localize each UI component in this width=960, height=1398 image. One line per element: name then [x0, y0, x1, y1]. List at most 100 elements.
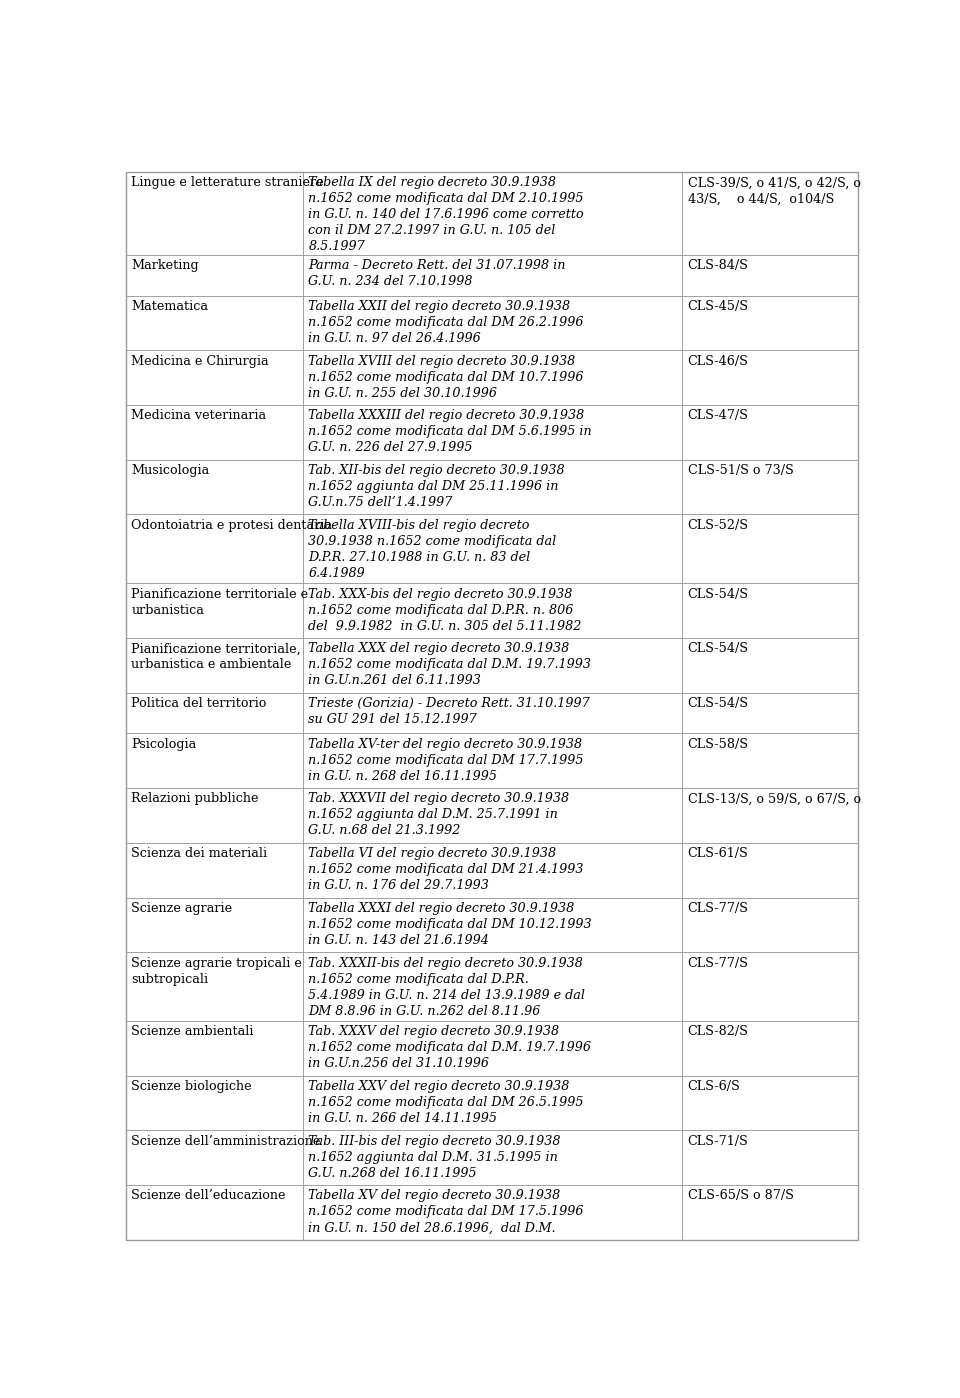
Bar	[126, 898, 303, 952]
Bar	[303, 788, 683, 843]
Text: Scienze biologiche: Scienze biologiche	[132, 1081, 252, 1093]
Text: Scienza dei materiali: Scienza dei materiali	[132, 847, 267, 860]
Text: CLS-54/S: CLS-54/S	[687, 698, 749, 710]
Bar	[683, 788, 858, 843]
Text: CLS-65/S o 87/S: CLS-65/S o 87/S	[687, 1190, 793, 1202]
Bar	[303, 583, 683, 637]
Bar	[303, 514, 683, 583]
Text: Tabella XXV del regio decreto 30.9.1938
n.1652 come modificata dal DM 26.5.1995
: Tabella XXV del regio decreto 30.9.1938 …	[308, 1081, 584, 1125]
Text: Psicologia: Psicologia	[132, 738, 197, 751]
Bar	[126, 295, 303, 351]
Bar	[683, 1021, 858, 1075]
Text: Tabella XXXIII del regio decreto 30.9.1938
n.1652 come modificata dal DM 5.6.199: Tabella XXXIII del regio decreto 30.9.19…	[308, 410, 592, 454]
Text: Tab. III-bis del regio decreto 30.9.1938
n.1652 aggiunta dal D.M. 31.5.1995 in
G: Tab. III-bis del regio decreto 30.9.1938…	[308, 1135, 561, 1180]
Text: Tabella XVIII-bis del regio decreto
30.9.1938 n.1652 come modificata dal
D.P.R. : Tabella XVIII-bis del regio decreto 30.9…	[308, 519, 557, 580]
Bar	[683, 898, 858, 952]
Text: CLS-47/S: CLS-47/S	[687, 410, 749, 422]
Text: Tab. XXXII-bis del regio decreto 30.9.1938
n.1652 come modificata dal D.P.R.
5.4: Tab. XXXII-bis del regio decreto 30.9.19…	[308, 956, 586, 1018]
Bar	[303, 637, 683, 692]
Text: CLS-58/S: CLS-58/S	[687, 738, 749, 751]
Text: Tabella XXII del regio decreto 30.9.1938
n.1652 come modificata dal DM 26.2.1996: Tabella XXII del regio decreto 30.9.1938…	[308, 301, 584, 345]
Text: CLS-54/S: CLS-54/S	[687, 642, 749, 656]
Text: CLS-52/S: CLS-52/S	[687, 519, 749, 531]
Bar	[683, 692, 858, 734]
Bar	[126, 1075, 303, 1131]
Text: Musicologia: Musicologia	[132, 464, 209, 477]
Text: CLS-46/S: CLS-46/S	[687, 355, 749, 368]
Text: Odontoiatria e protesi dentaria: Odontoiatria e protesi dentaria	[132, 519, 332, 531]
Text: Medicina e Chirurgia: Medicina e Chirurgia	[132, 355, 269, 368]
Bar	[303, 898, 683, 952]
Bar	[303, 1186, 683, 1240]
Text: Matematica: Matematica	[132, 301, 208, 313]
Text: CLS-61/S: CLS-61/S	[687, 847, 748, 860]
Bar	[126, 952, 303, 1021]
Bar	[683, 583, 858, 637]
Bar	[683, 254, 858, 295]
Text: CLS-45/S: CLS-45/S	[687, 301, 749, 313]
Text: Tab. XII-bis del regio decreto 30.9.1938
n.1652 aggiunta dal DM 25.11.1996 in
G.: Tab. XII-bis del regio decreto 30.9.1938…	[308, 464, 564, 509]
Bar	[303, 1021, 683, 1075]
Bar	[303, 692, 683, 734]
Text: CLS-77/S: CLS-77/S	[687, 902, 749, 914]
Text: Tabella XVIII del regio decreto 30.9.1938
n.1652 come modificata dal DM 10.7.199: Tabella XVIII del regio decreto 30.9.193…	[308, 355, 584, 400]
Bar	[683, 295, 858, 351]
Bar	[683, 1131, 858, 1186]
Bar	[126, 254, 303, 295]
Text: Scienze dell’amministrazione: Scienze dell’amministrazione	[132, 1135, 321, 1148]
Text: Tab. XXXV del regio decreto 30.9.1938
n.1652 come modificata dal D.M. 19.7.1996
: Tab. XXXV del regio decreto 30.9.1938 n.…	[308, 1025, 591, 1071]
Bar	[303, 254, 683, 295]
Text: Trieste (Gorizia) - Decreto Rett. 31.10.1997
su GU 291 del 15.12.1997: Trieste (Gorizia) - Decreto Rett. 31.10.…	[308, 698, 590, 726]
Bar	[683, 172, 858, 254]
Bar	[303, 1075, 683, 1131]
Bar	[126, 351, 303, 405]
Text: Relazioni pubbliche: Relazioni pubbliche	[132, 793, 258, 805]
Bar	[303, 351, 683, 405]
Text: CLS-13/S, o 59/S, o 67/S, o 101/S: CLS-13/S, o 59/S, o 67/S, o 101/S	[687, 793, 901, 805]
Text: CLS-71/S: CLS-71/S	[687, 1135, 748, 1148]
Bar	[683, 843, 858, 898]
Text: CLS-6/S: CLS-6/S	[687, 1081, 740, 1093]
Bar	[126, 1186, 303, 1240]
Text: Politica del territorio: Politica del territorio	[132, 698, 267, 710]
Bar	[683, 514, 858, 583]
Bar	[126, 583, 303, 637]
Text: Pianificazione territoriale e
urbanistica: Pianificazione territoriale e urbanistic…	[132, 587, 308, 617]
Bar	[683, 952, 858, 1021]
Text: Tabella XV-ter del regio decreto 30.9.1938
n.1652 come modificata dal DM 17.7.19: Tabella XV-ter del regio decreto 30.9.19…	[308, 738, 584, 783]
Text: Parma - Decreto Rett. del 31.07.1998 in
G.U. n. 234 del 7.10.1998: Parma - Decreto Rett. del 31.07.1998 in …	[308, 259, 565, 288]
Bar	[303, 952, 683, 1021]
Bar	[303, 1131, 683, 1186]
Bar	[683, 1186, 858, 1240]
Text: CLS-77/S: CLS-77/S	[687, 956, 749, 970]
Bar	[126, 637, 303, 692]
Bar	[126, 172, 303, 254]
Bar	[303, 843, 683, 898]
Text: Scienze ambientali: Scienze ambientali	[132, 1025, 253, 1039]
Text: CLS-51/S o 73/S: CLS-51/S o 73/S	[687, 464, 793, 477]
Text: CLS-54/S: CLS-54/S	[687, 587, 749, 601]
Bar	[303, 172, 683, 254]
Text: Tabella IX del regio decreto 30.9.1938
n.1652 come modificata dal DM 2.10.1995
i: Tabella IX del regio decreto 30.9.1938 n…	[308, 176, 584, 253]
Bar	[126, 405, 303, 460]
Bar	[683, 637, 858, 692]
Text: Scienze dell’educazione: Scienze dell’educazione	[132, 1190, 286, 1202]
Bar	[126, 1131, 303, 1186]
Text: CLS-39/S, o 41/S, o 42/S, o
43/S,    o 44/S,  o104/S: CLS-39/S, o 41/S, o 42/S, o 43/S, o 44/S…	[687, 176, 860, 206]
Bar	[126, 460, 303, 514]
Text: Tabella XXX del regio decreto 30.9.1938
n.1652 come modificata dal D.M. 19.7.199: Tabella XXX del regio decreto 30.9.1938 …	[308, 642, 591, 688]
Bar	[303, 405, 683, 460]
Bar	[683, 460, 858, 514]
Text: Tab. XXX-bis del regio decreto 30.9.1938
n.1652 come modificata dal D.P.R. n. 80: Tab. XXX-bis del regio decreto 30.9.1938…	[308, 587, 582, 632]
Bar	[126, 843, 303, 898]
Bar	[126, 514, 303, 583]
Text: Tab. XXXVII del regio decreto 30.9.1938
n.1652 aggiunta dal D.M. 25.7.1991 in
G.: Tab. XXXVII del regio decreto 30.9.1938 …	[308, 793, 569, 837]
Text: Pianificazione territoriale,
urbanistica e ambientale: Pianificazione territoriale, urbanistica…	[132, 642, 300, 671]
Text: CLS-82/S: CLS-82/S	[687, 1025, 749, 1039]
Text: Lingue e letterature straniere: Lingue e letterature straniere	[132, 176, 324, 189]
Text: Medicina veterinaria: Medicina veterinaria	[132, 410, 266, 422]
Text: Scienze agrarie tropicali e
subtropicali: Scienze agrarie tropicali e subtropicali	[132, 956, 302, 986]
Bar	[683, 405, 858, 460]
Bar	[126, 788, 303, 843]
Bar	[303, 734, 683, 788]
